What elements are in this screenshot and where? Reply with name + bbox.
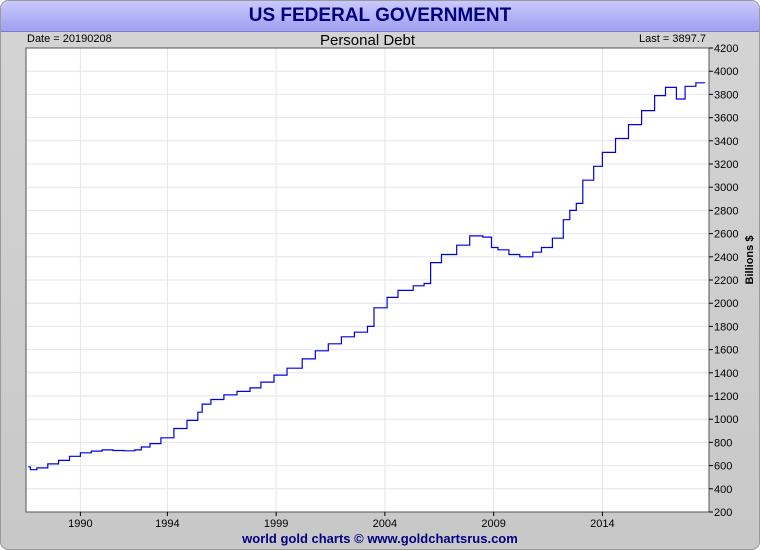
x-tick-label: 1999 [264,518,288,530]
y-axis-ticks: 200 400 600 800 1000 1200 1400 1600 1800 2000 2200… [709,43,738,519]
x-tick-label: 1990 [68,518,92,530]
title-banner: US FEDERAL GOVERNMENT [1,1,759,32]
series-line-0 [28,82,706,471]
y-tick-label: 3600 [714,113,738,125]
series-group [28,82,706,471]
y-tick-label: 800 [714,437,732,449]
footer-credit: world gold charts © www.goldchartsrus.co… [242,531,518,546]
chart-subtitle: Personal Debt [319,32,416,49]
date-label: Date = 20190208 [27,33,112,45]
y-tick-label: 4000 [714,66,738,78]
last-value-label: Last = 3897.7 [639,33,706,45]
y-tick-label: 2000 [714,298,738,310]
grid-lines [26,47,709,513]
y-tick-label: 400 [714,484,732,496]
y-tick-label: 1400 [714,368,738,380]
x-tick-label: 1994 [155,518,179,530]
y-tick-label: 1800 [714,321,738,333]
y-tick-label: 200 [714,507,732,519]
x-tick-label: 2014 [590,518,614,530]
y-tick-label: 600 [714,461,732,473]
y-tick-label: 3000 [714,182,738,194]
y-tick-label: 4200 [714,43,738,55]
y-tick-label: 2400 [714,252,738,264]
y-tick-label: 1200 [714,391,738,403]
y-tick-label: 1000 [714,414,738,426]
chart-title: US FEDERAL GOVERNMENT [248,5,512,26]
y-axis-label: Billions $ [744,236,756,285]
y-tick-label: 2600 [714,229,738,241]
y-tick-label: 3800 [714,89,738,101]
x-tick-label: 2004 [373,518,397,530]
x-tick-label: 2009 [481,518,505,530]
y-tick-label: 3200 [714,159,738,171]
y-tick-label: 1600 [714,345,738,357]
y-tick-label: 2800 [714,205,738,217]
x-axis-ticks: 1990 1994 1999 2004 2009 2014 [68,512,615,530]
y-tick-label: 2200 [714,275,738,287]
y-tick-label: 3400 [714,136,738,148]
